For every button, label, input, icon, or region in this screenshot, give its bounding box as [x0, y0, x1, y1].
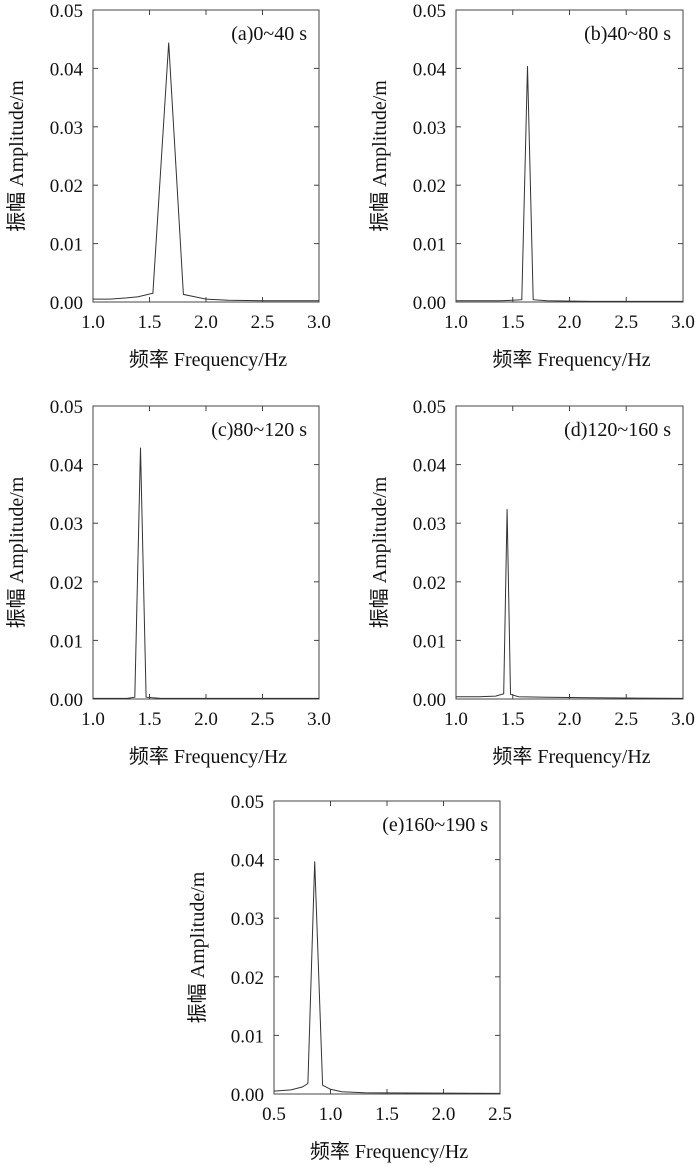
x-tick-label-a: 3.0	[307, 312, 331, 333]
spectrum-line-a	[93, 42, 319, 302]
y-axis-title-e: 振幅 Amplitude/m	[186, 871, 209, 1023]
y-tick-label-e: 0.00	[231, 1085, 264, 1106]
x-tick-label-a: 1.0	[81, 312, 105, 333]
panel-annotation-d: (d)120~160 s	[564, 419, 671, 441]
x-tick-label-c: 1.0	[81, 709, 105, 730]
chart-panel-d: 1.0 1.5 2.0 2.5 3.0 0.00 0.01 0.02 0.03 0.04 0.05 频…	[368, 397, 695, 768]
y-tick-label-e: 0.04	[231, 851, 265, 872]
y-tick-label-a: 0.04	[50, 59, 84, 80]
x-tick-label-b: 2.5	[614, 312, 638, 333]
y-tick-label-b: 0.01	[413, 235, 446, 256]
y-tick-label-d: 0.00	[413, 690, 446, 711]
plot-frame-c	[92, 405, 320, 700]
x-tick-label-a: 2.5	[251, 312, 275, 333]
x-tick-label-a: 1.5	[138, 312, 162, 333]
x-tick-label-d: 1.5	[501, 709, 525, 730]
panel-annotation-b: (b)40~80 s	[584, 23, 671, 45]
y-axis-title-d: 振幅 Amplitude/m	[368, 476, 391, 628]
x-tick-label-c: 2.0	[194, 709, 218, 730]
y-tick-label-c: 0.05	[50, 397, 83, 418]
y-tick-label-a: 0.02	[50, 176, 83, 197]
x-tick-label-d: 2.0	[558, 709, 582, 730]
x-tick-label-a: 2.0	[194, 312, 218, 333]
x-tick-label-e: 1.0	[319, 1104, 343, 1125]
x-tick-label-b: 1.5	[501, 312, 525, 333]
x-tick-label-b: 1.0	[444, 312, 468, 333]
panel-annotation-a: (a)0~40 s	[231, 23, 307, 45]
x-tick-label-d: 1.0	[444, 709, 468, 730]
y-tick-label-d: 0.04	[413, 456, 447, 477]
y-tick-label-d: 0.05	[413, 397, 446, 418]
x-tick-label-c: 1.5	[138, 709, 162, 730]
chart-panel-e: 0.5 1.0 1.5 2.0 2.5 0.00 0.01 0.02 0.03 0.04 0.05 频…	[186, 792, 512, 1163]
y-tick-label-c: 0.01	[50, 631, 83, 652]
y-tick-label-b: 0.04	[413, 59, 447, 80]
y-tick-label-d: 0.01	[413, 631, 446, 652]
y-tick-label-e: 0.03	[231, 909, 264, 930]
x-tick-label-b: 2.0	[558, 312, 582, 333]
x-tick-label-e: 0.5	[262, 1104, 286, 1125]
y-tick-label-a: 0.03	[50, 118, 83, 139]
y-tick-label-a: 0.01	[50, 235, 83, 256]
x-axis-title-a: 频率 Frequency/Hz	[129, 348, 287, 371]
plot-frame-d	[455, 405, 684, 700]
x-axis-title-c: 频率 Frequency/Hz	[129, 745, 287, 768]
panel-annotation-e: (e)160~190 s	[382, 814, 488, 836]
y-tick-label-b: 0.00	[413, 293, 446, 314]
x-tick-label-e: 2.5	[488, 1104, 512, 1125]
x-tick-label-d: 2.5	[614, 709, 638, 730]
y-tick-label-e: 0.01	[231, 1026, 264, 1047]
chart-panel-b: 1.0 1.5 2.0 2.5 3.0 0.00 0.01 0.02 0.03 0.04 0.05 频…	[368, 1, 695, 371]
x-tick-label-c: 2.5	[251, 709, 275, 730]
y-tick-label-c: 0.02	[50, 573, 83, 594]
y-tick-label-c: 0.00	[50, 690, 83, 711]
y-tick-label-e: 0.02	[231, 968, 264, 989]
y-axis-title-c: 振幅 Amplitude/m	[5, 476, 28, 628]
y-axis-title-a: 振幅 Amplitude/m	[5, 80, 28, 232]
spectrum-line-c	[93, 447, 319, 699]
x-axis-title-d: 频率 Frequency/Hz	[492, 745, 650, 768]
x-tick-label-b: 3.0	[671, 312, 695, 333]
plot-frame-e	[273, 800, 501, 1095]
plot-frame-b	[455, 9, 684, 303]
y-tick-label-b: 0.05	[413, 1, 446, 22]
y-tick-label-e: 0.05	[231, 792, 264, 813]
y-tick-label-a: 0.00	[50, 293, 83, 314]
x-tick-label-d: 3.0	[671, 709, 695, 730]
chart-panel-a: 1.0 1.5 2.0 2.5 3.0 0.00 0.01 0.02 0.03 0.04 0.05 频…	[5, 1, 331, 371]
panel-annotation-c: (c)80~120 s	[211, 419, 307, 441]
y-tick-label-b: 0.02	[413, 176, 446, 197]
y-axis-title-b: 振幅 Amplitude/m	[368, 80, 391, 232]
y-tick-label-c: 0.03	[50, 514, 83, 535]
chart-panel-c: 1.0 1.5 2.0 2.5 3.0 0.00 0.01 0.02 0.03 0.04 0.05 频…	[5, 397, 331, 768]
spectrum-line-d	[456, 509, 684, 699]
y-tick-label-d: 0.03	[413, 514, 446, 535]
spectrum-line-e	[273, 861, 501, 1094]
x-tick-label-c: 3.0	[307, 709, 331, 730]
x-axis-title-b: 频率 Frequency/Hz	[492, 348, 650, 371]
x-axis-title-e: 频率 Frequency/Hz	[310, 1140, 468, 1163]
y-tick-label-b: 0.03	[413, 118, 446, 139]
plot-frame-a	[92, 9, 320, 303]
y-tick-label-a: 0.05	[50, 1, 83, 22]
y-tick-label-d: 0.02	[413, 573, 446, 594]
y-tick-label-c: 0.04	[50, 456, 84, 477]
x-tick-label-e: 1.5	[375, 1104, 399, 1125]
x-tick-label-e: 2.0	[432, 1104, 456, 1125]
spectrum-line-b	[456, 66, 683, 302]
